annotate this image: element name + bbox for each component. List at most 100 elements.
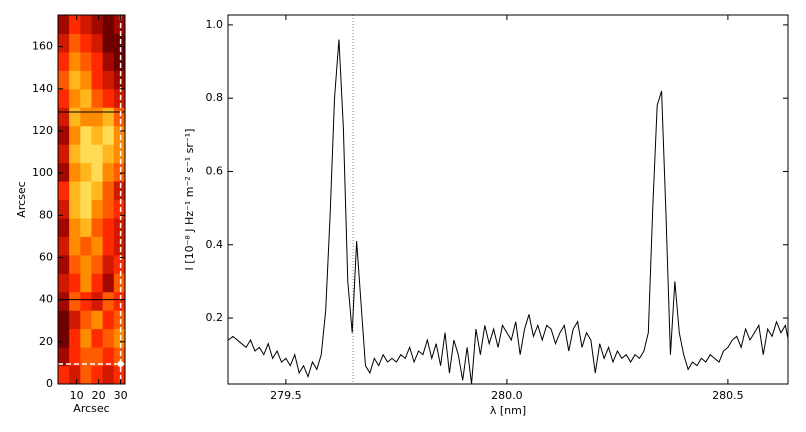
heatmap-cell (113, 199, 126, 219)
heatmap-cell (91, 144, 104, 164)
heatmap-cell (69, 199, 81, 219)
heatmap-cell (69, 144, 81, 164)
heatmap-cell (113, 70, 126, 90)
heatmap-cell (113, 236, 126, 256)
heatmap-cell (58, 144, 70, 164)
y-axis-label: Arcsec (15, 181, 28, 217)
heatmap-cell (80, 107, 92, 127)
heatmap-cell (80, 88, 92, 108)
heatmap-cell (91, 162, 104, 182)
heatmap-cell (102, 347, 115, 367)
heatmap-cell (102, 181, 115, 200)
heatmap-cell (102, 107, 115, 127)
heatmap-cell (80, 328, 92, 348)
heatmap-cell (80, 15, 92, 34)
heatmap-cell (102, 199, 115, 219)
heatmap-cell (80, 162, 92, 182)
heatmap-cell (69, 236, 81, 256)
position-dot (117, 360, 124, 367)
heatmap-cell (80, 365, 92, 385)
heatmap-cell (113, 51, 126, 71)
heatmap-cell (58, 33, 70, 53)
heatmap-cell (113, 88, 126, 108)
y-tick-label: 140 (32, 82, 53, 95)
heatmap-cell (58, 347, 70, 367)
heatmap-cell (91, 88, 104, 108)
heatmap-cell (69, 125, 81, 145)
heatmap-cell (80, 347, 92, 367)
y-tick-label: 0.8 (206, 91, 224, 104)
heatmap-cell (58, 273, 70, 293)
heatmap-cell (69, 51, 81, 71)
heatmap-cell (80, 199, 92, 219)
axes-frame (57, 14, 126, 385)
x-tick-label: 10 (70, 389, 84, 402)
heatmap-cell (113, 162, 126, 182)
y-tick-label: 0 (46, 377, 53, 390)
heatmap-cell (58, 217, 70, 237)
heatmap-cell (69, 70, 81, 90)
heatmap-cell (80, 217, 92, 237)
heatmap-cell (113, 254, 126, 274)
heatmap-cell (102, 236, 115, 256)
heatmap-cell (69, 347, 81, 367)
heatmap-cell (113, 33, 126, 53)
heatmap-cell (113, 347, 126, 367)
x-tick-label: 280.5 (712, 389, 744, 402)
heatmap-cell (102, 328, 115, 348)
heatmap-cell (102, 291, 115, 311)
heatmap-cell (113, 310, 126, 330)
x-axis-label: λ [nm] (490, 404, 526, 417)
heatmap-cell (69, 273, 81, 293)
heatmap-cell (102, 144, 115, 164)
heatmap-cell (91, 70, 104, 90)
heatmap-cell (58, 365, 70, 385)
y-tick-label: 0.2 (206, 311, 224, 324)
x-tick-label: 279.5 (270, 389, 302, 402)
heatmap-cell (80, 181, 92, 200)
heatmap-cell (69, 310, 81, 330)
heatmap-cell (113, 365, 126, 385)
heatmap-cell (58, 328, 70, 348)
heatmap-cell (80, 273, 92, 293)
heatmap-cell (102, 254, 115, 274)
heatmap-cell (58, 199, 70, 219)
heatmap-cell (58, 310, 70, 330)
heatmap-cell (102, 125, 115, 145)
heatmap-cell (69, 365, 81, 385)
heatmap-cell (113, 15, 126, 34)
heatmap-cell (58, 107, 70, 127)
heatmap-cell (91, 33, 104, 53)
heatmap-cell (102, 217, 115, 237)
heatmap-cell (113, 291, 126, 311)
heatmap-cell (102, 273, 115, 293)
heatmap-cell (102, 15, 115, 34)
heatmap-cell (91, 181, 104, 200)
y-tick-label: 1.0 (206, 18, 224, 31)
heatmap-cell (102, 365, 115, 385)
heatmap-cell (91, 107, 104, 127)
heatmap-cell (69, 291, 81, 311)
x-axis-label: Arcsec (73, 402, 109, 415)
heatmap-cell (91, 365, 104, 385)
heatmap-cell (91, 199, 104, 219)
heatmap-cell (80, 236, 92, 256)
heatmap-cell (91, 347, 104, 367)
heatmap-cell (91, 15, 104, 34)
heatmap-cell (91, 310, 104, 330)
heatmap-cell (80, 70, 92, 90)
heatmap-cell (69, 88, 81, 108)
y-tick-label: 0.6 (206, 164, 224, 177)
heatmap-cell (69, 328, 81, 348)
heatmap-cell (80, 291, 92, 311)
heatmap-cell (69, 162, 81, 182)
heatmap-cell (58, 70, 70, 90)
heatmap-cell (102, 162, 115, 182)
y-tick-label: 160 (32, 40, 53, 53)
heatmap-cell (58, 162, 70, 182)
y-tick-label: 40 (39, 293, 53, 306)
y-tick-label: 120 (32, 124, 53, 137)
heatmap-cell (69, 181, 81, 200)
heatmap-cell (58, 181, 70, 200)
